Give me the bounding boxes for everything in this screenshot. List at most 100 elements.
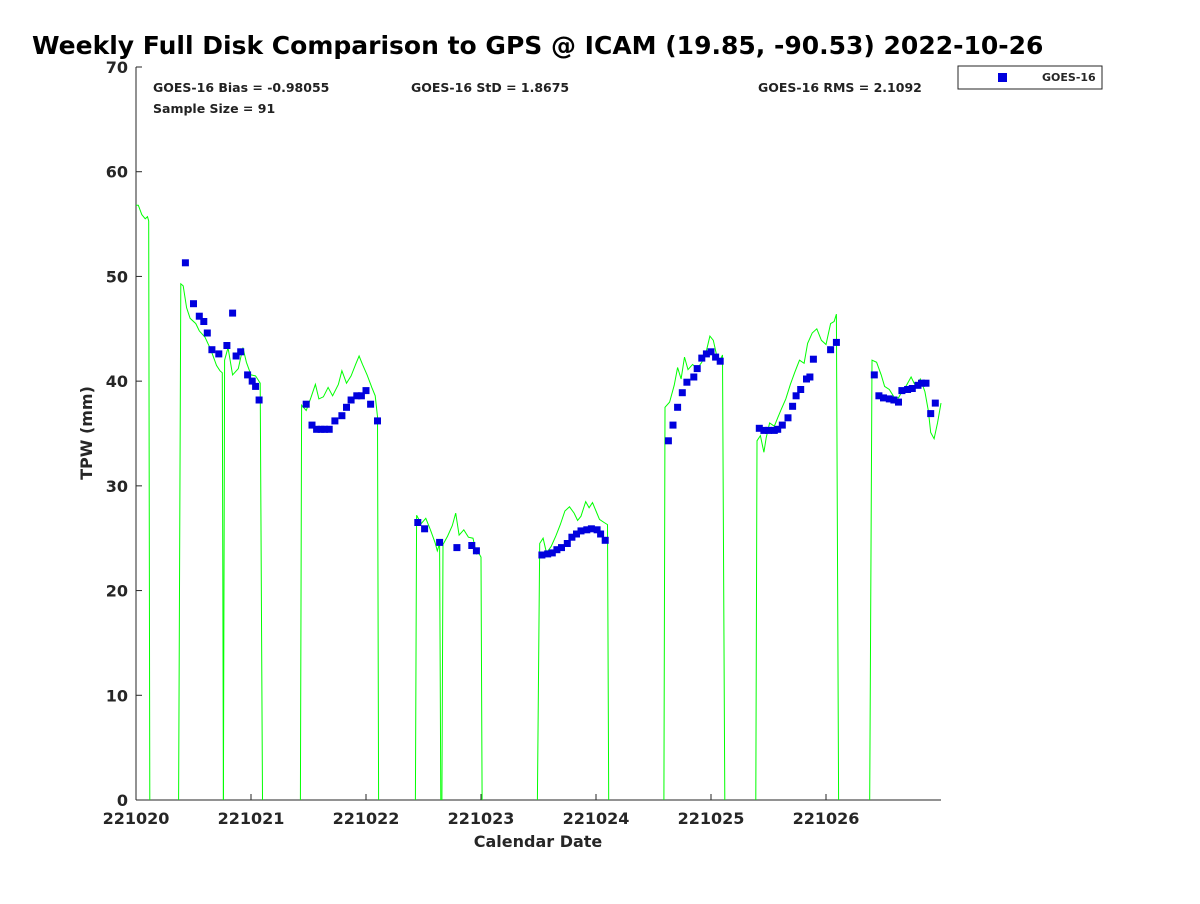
goes16-point [374,417,381,425]
goes16-point [353,392,361,400]
goes16-point [237,348,245,356]
annotation-bias: GOES-16 Bias = -0.98055 [153,80,329,95]
x-tick-label: 221025 [678,809,745,828]
goes16-point [362,387,370,395]
goes16-point [792,392,800,400]
legend-label: GOES-16 [1042,71,1096,84]
goes16-point [200,318,208,325]
goes16-point [778,421,786,429]
goes16-point [678,389,686,397]
legend-box [957,65,1103,90]
goes16-point [707,348,715,356]
goes16-point [593,526,601,534]
goes16-point [885,395,893,403]
goes16-point [918,379,925,387]
gps-line-segment [136,204,151,801]
annotation-rms: GOES-16 RMS = 2.1092 [758,80,922,95]
chart-title: Weekly Full Disk Comparison to GPS @ ICA… [32,31,1043,60]
gps-line-segment [663,334,726,801]
goes16-point [922,379,930,387]
goes16-point [832,338,840,346]
goes16-point [321,425,329,433]
goes16-point [683,378,691,386]
gps-line-segment [441,512,483,801]
goes16-point [313,425,321,433]
goes16-point [468,542,476,549]
goes16-point [421,525,429,533]
goes16-point [809,355,817,363]
goes16-point [931,399,939,407]
goes16-point [252,382,260,390]
goes16-point [223,342,231,349]
gps-line-segment [222,347,263,801]
plot-area: 0 10 20 30 40 50 60 70 221020 221021 221022 221023 2… [103,58,942,828]
goes16-point [690,373,698,381]
goes16-point [568,533,576,541]
goes16-point [601,536,609,544]
goes16-point [774,425,782,433]
goes16-point [472,547,480,555]
goes16-point [890,396,898,404]
goes16-point [583,526,591,534]
y-tick-label: 20 [106,582,128,601]
goes16-point [827,346,835,354]
gps-line-segment [536,500,610,801]
goes16-point [553,546,561,554]
goes16-point [232,352,240,360]
y-tick-label: 50 [106,267,128,286]
goes16-point [784,414,792,422]
y-tick-label: 0 [117,791,128,810]
goes16-point [908,385,916,392]
goes16-point [453,544,461,552]
goes16-point [367,400,375,408]
goes16-point [702,350,710,358]
y-tick-label: 10 [106,686,128,705]
goes16-point [538,551,546,559]
goes16-point [190,300,197,308]
goes16-point [255,396,263,404]
goes16-point [544,550,552,558]
goes16-point [414,519,422,526]
goes16-point [208,346,216,354]
goes16-point [229,309,237,317]
goes16-point [597,530,605,538]
goes16-point [587,525,595,533]
goes16-point [712,353,720,361]
legend: GOES-16 [957,65,1103,90]
goes16-point [357,392,365,400]
x-tick-label: 221022 [333,809,400,828]
goes16-point [898,387,906,395]
goes16-point [797,386,805,393]
y-tick-label: 60 [106,163,128,182]
goes16-point [558,544,565,552]
goes16-point [693,365,701,373]
goes16-point [760,426,768,434]
goes16-point [870,371,878,379]
goes16-point [347,396,355,404]
goes16-point [674,403,682,411]
y-tick-label: 30 [106,477,128,496]
legend-marker [998,73,1007,82]
goes16-point [215,350,223,358]
goes16-point [203,329,211,337]
x-tick-label: 221026 [793,809,860,828]
goes16-point [789,402,797,410]
goes16-point [563,540,571,547]
goes16-point [904,386,912,393]
goes16-point [664,437,672,445]
goes16-point [302,400,310,408]
x-axis-label: Calendar Date [474,832,603,851]
goes16-point [895,398,902,406]
goes16-point [577,527,585,535]
goes16-point [248,377,256,385]
goes16-point [880,394,887,402]
x-tick-label: 221021 [218,809,285,828]
y-tick-label: 40 [106,372,128,391]
goes16-point [244,371,252,379]
goes16-point [927,410,935,418]
gps-line-segment [178,282,224,801]
goes16-point [436,538,444,546]
goes16-point [806,373,814,381]
goes16-point [308,421,316,429]
